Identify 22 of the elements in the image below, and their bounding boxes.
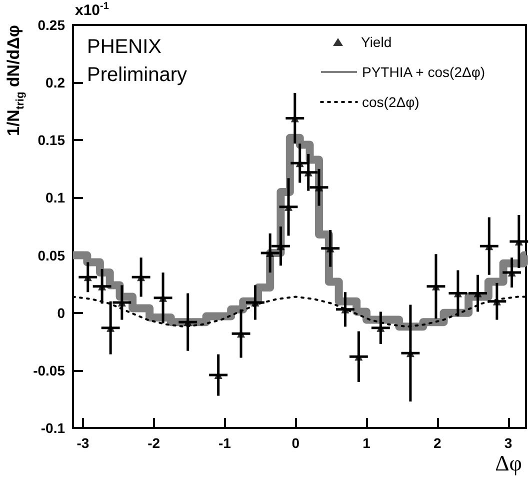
y-tick-label: 0.1	[46, 190, 66, 206]
x-tick-label: 1	[362, 435, 371, 451]
x-tick-label: 3	[504, 435, 512, 451]
x-tick-label: -3	[76, 435, 90, 451]
y-tick-label: -0.1	[40, 420, 66, 436]
y-tick-label: 0.2	[46, 74, 66, 91]
y-tick-label: 0.25	[38, 17, 66, 33]
y-tick-label: 0	[57, 304, 66, 321]
x-tick-label: -2	[148, 435, 160, 451]
annotation: Preliminary	[87, 64, 188, 86]
x-tick-label: 2	[433, 435, 442, 451]
annotation: PHENIX	[87, 36, 162, 58]
text: x10$^{-1}$	[75, 1, 109, 19]
legend-label: PYTHIA + cos(2Δφ)	[362, 64, 486, 80]
x-tick-label: 0	[292, 435, 300, 451]
y-tick-label: 0.15	[38, 132, 66, 148]
x-axis-title: Δφ	[495, 450, 522, 476]
y-tick-label: 0.05	[38, 247, 66, 264]
x-tick-label: -1	[218, 435, 232, 451]
y-tick-label: -0.05	[33, 362, 66, 378]
legend-label: cos(2Δφ)	[362, 94, 420, 110]
legend-label: Yield	[361, 34, 392, 50]
